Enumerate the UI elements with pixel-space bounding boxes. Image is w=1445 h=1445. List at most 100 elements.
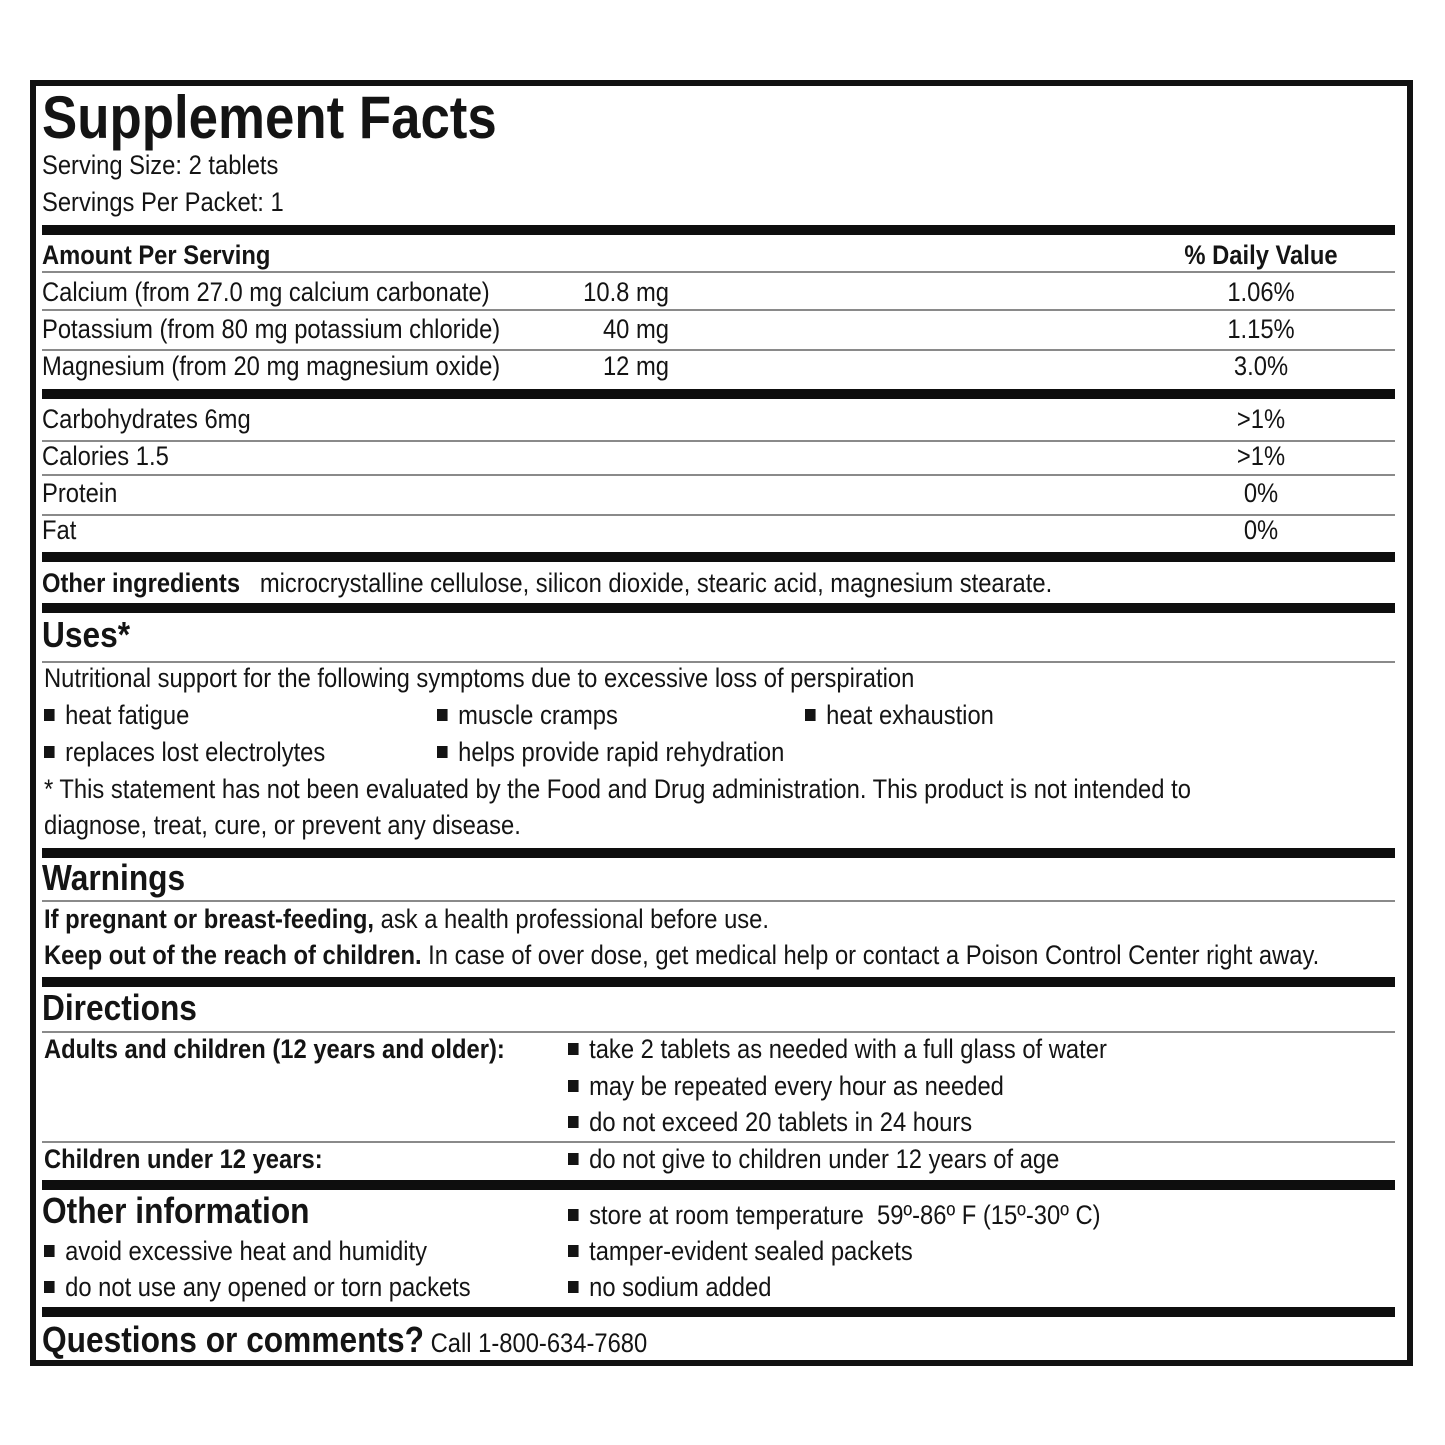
bullet-icon: [44, 1244, 55, 1257]
questions-label: Questions or comments?: [42, 1319, 424, 1360]
bullet-icon: [44, 708, 55, 721]
bullet-icon: [44, 745, 55, 758]
direction-text: do not exceed 20 tablets in 24 hours: [589, 1107, 973, 1137]
nutrient-name: Protein: [42, 478, 118, 508]
questions: Questions or comments? Call 1-800-634-76…: [42, 1320, 647, 1363]
bullet-icon: [805, 708, 816, 721]
bullet-icon: [568, 1115, 579, 1128]
other-info-text: do not use any opened or torn packets: [65, 1272, 471, 1302]
bullet-icon: [568, 1079, 579, 1092]
nutrient-dv: 0%: [1243, 515, 1279, 545]
divider: [42, 1031, 1395, 1033]
other-ingredients-label: Other ingredients: [42, 568, 241, 598]
divider: [42, 514, 1395, 516]
use-item: replaces lost electrolytes: [44, 736, 325, 768]
nutrient-dv: >1%: [1236, 441, 1286, 471]
nutrient-name: Carbohydrates 6mg: [42, 404, 251, 434]
other-info-heading: Other information: [42, 1190, 310, 1231]
servings-per-packet: Servings Per Packet: 1: [42, 187, 284, 217]
use-item: muscle cramps: [437, 699, 618, 731]
mineral-name: Potassium (from 80 mg potassium chloride…: [42, 314, 501, 344]
mineral-name: Magnesium (from 20 mg magnesium oxide): [42, 351, 501, 381]
adults-label: Adults and children (12 years and older)…: [44, 1034, 505, 1064]
direction-text: do not give to children under 12 years o…: [589, 1144, 1060, 1174]
other-info-text: tamper-evident sealed packets: [589, 1236, 913, 1266]
direction-item: may be repeated every hour as needed: [568, 1070, 1004, 1102]
mineral-amount: 10.8 mg: [583, 277, 669, 307]
divider-thick: [42, 552, 1395, 562]
use-item: heat exhaustion: [805, 699, 994, 731]
use-item-text: helps provide rapid rehydration: [458, 737, 785, 767]
mineral-dv: 1.15%: [1227, 314, 1295, 344]
other-info-text: store at room temperature 59º-86º F (15º…: [589, 1200, 1101, 1230]
bullet-icon: [437, 745, 448, 758]
warning-children: Keep out of the reach of children. In ca…: [44, 939, 1319, 971]
other-info-item: do not use any opened or torn packets: [44, 1271, 471, 1303]
page-title: Supplement Facts: [42, 84, 497, 151]
divider: [42, 661, 1395, 663]
direction-text: take 2 tablets as needed with a full gla…: [589, 1034, 1107, 1064]
divider: [42, 474, 1395, 476]
fda-disclaimer: diagnose, treat, cure, or prevent any di…: [44, 810, 521, 840]
fda-disclaimer: * This statement has not been evaluated …: [44, 774, 1191, 804]
mineral-amount: 40 mg: [602, 314, 669, 344]
divider-thick: [42, 389, 1395, 399]
warning-bold: If pregnant or breast-feeding,: [44, 904, 375, 934]
use-item-text: replaces lost electrolytes: [65, 737, 326, 767]
directions-heading: Directions: [42, 987, 197, 1028]
other-info-item: avoid excessive heat and humidity: [44, 1235, 427, 1267]
mineral-dv: 3.0%: [1233, 351, 1289, 381]
other-info-text: no sodium added: [589, 1272, 772, 1302]
uses-heading: Uses*: [42, 614, 131, 655]
divider-thick: [42, 1180, 1395, 1190]
label-border: [30, 80, 1413, 1366]
warning-bold: Keep out of the reach of children.: [44, 940, 422, 970]
use-item-text: muscle cramps: [458, 700, 618, 730]
nutrient-name: Fat: [42, 515, 77, 545]
divider: [42, 440, 1395, 442]
divider: [42, 309, 1395, 311]
mineral-name: Calcium (from 27.0 mg calcium carbonate): [42, 277, 490, 307]
divider-thick: [42, 848, 1395, 858]
use-item: heat fatigue: [44, 699, 189, 731]
use-item-text: heat fatigue: [65, 700, 190, 730]
amount-header: Amount Per Serving: [42, 240, 271, 270]
bullet-icon: [568, 1042, 579, 1055]
bullet-icon: [568, 1208, 579, 1221]
questions-phone: Call 1-800-634-7680: [430, 1328, 648, 1358]
bullet-icon: [568, 1280, 579, 1293]
mineral-dv: 1.06%: [1227, 277, 1295, 307]
mineral-amount: 12 mg: [602, 351, 669, 381]
divider-thick: [42, 603, 1395, 613]
direction-item: do not give to children under 12 years o…: [568, 1143, 1059, 1175]
warning-text: ask a health professional before use.: [380, 904, 769, 934]
use-item-text: heat exhaustion: [826, 700, 994, 730]
warnings-heading: Warnings: [42, 857, 186, 898]
divider: [42, 900, 1395, 902]
use-item: helps provide rapid rehydration: [437, 736, 784, 768]
nutrient-dv: >1%: [1236, 404, 1286, 434]
warning-pregnant: If pregnant or breast-feeding, ask a hea…: [44, 903, 769, 935]
bullet-icon: [568, 1152, 579, 1165]
other-info-item: store at room temperature 59º-86º F (15º…: [568, 1199, 1101, 1231]
divider-thick: [42, 1307, 1395, 1317]
nutrient-dv: 0%: [1243, 478, 1279, 508]
dv-header: % Daily Value: [1184, 240, 1338, 270]
bullet-icon: [437, 708, 448, 721]
direction-item: take 2 tablets as needed with a full gla…: [568, 1033, 1107, 1065]
divider-thick: [42, 977, 1395, 987]
uses-intro: Nutritional support for the following sy…: [44, 663, 915, 693]
divider: [42, 349, 1395, 351]
direction-item: do not exceed 20 tablets in 24 hours: [568, 1106, 972, 1138]
other-ingredients-text: microcrystalline cellulose, silicon diox…: [259, 568, 1053, 598]
divider: [42, 1141, 1395, 1143]
divider: [42, 271, 1395, 273]
other-info-text: avoid excessive heat and humidity: [65, 1236, 428, 1266]
other-ingredients: Other ingredients microcrystalline cellu…: [42, 567, 1052, 599]
serving-size: Serving Size: 2 tablets: [42, 150, 279, 180]
nutrient-name: Calories 1.5: [42, 441, 169, 471]
bullet-icon: [568, 1244, 579, 1257]
children-label: Children under 12 years:: [44, 1144, 323, 1174]
other-info-item: tamper-evident sealed packets: [568, 1235, 913, 1267]
divider-thick: [42, 225, 1395, 235]
